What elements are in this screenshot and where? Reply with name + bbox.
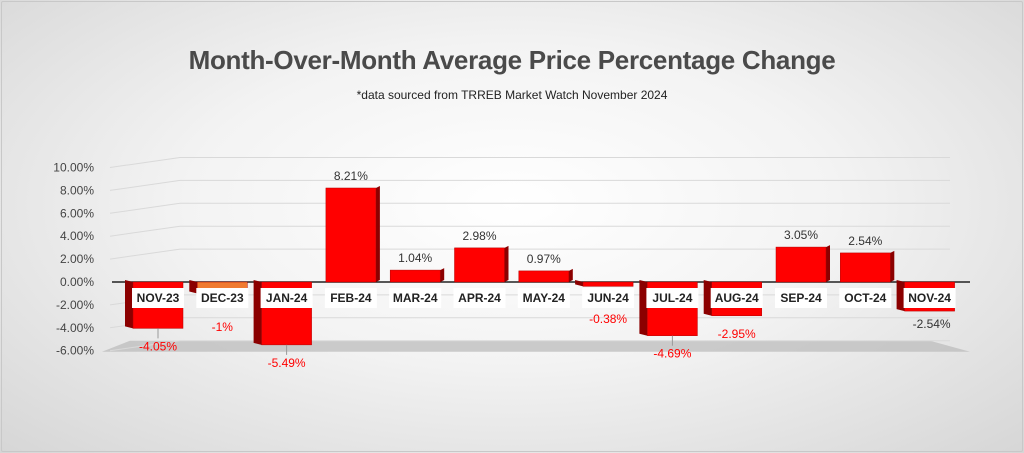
y-tick-label: 8.00% xyxy=(60,183,94,197)
y-tick-label: 4.00% xyxy=(60,229,94,243)
bar-side xyxy=(504,245,509,282)
data-label: 8.21% xyxy=(334,169,368,183)
bar-side xyxy=(253,280,262,345)
bar-side xyxy=(703,280,712,316)
category-label: AUG-24 xyxy=(715,291,759,305)
gridline xyxy=(109,248,950,260)
chart-title: Month-Over-Month Average Price Percentag… xyxy=(188,45,836,75)
data-label: 1.04% xyxy=(398,251,432,265)
category-label: SEP-24 xyxy=(780,291,822,305)
category-label: MAR-24 xyxy=(393,291,438,305)
category-label-box xyxy=(324,288,377,308)
category-label-box xyxy=(132,288,184,308)
category-label-box xyxy=(260,288,313,308)
data-label: -2.54% xyxy=(913,317,951,331)
category-label-box xyxy=(196,288,249,308)
y-tick-label: -4.00% xyxy=(56,321,94,335)
category-label-box xyxy=(710,288,763,308)
y-tick-label: 10.00% xyxy=(53,161,94,175)
category-label: JAN-24 xyxy=(266,291,308,305)
data-label: -1% xyxy=(212,320,234,334)
gridline xyxy=(109,202,950,214)
data-label: -0.38% xyxy=(589,312,627,326)
bar-side xyxy=(575,280,584,287)
chart-floor xyxy=(102,340,970,352)
bar-side xyxy=(896,280,905,312)
data-label: 2.54% xyxy=(848,234,882,248)
category-label-box xyxy=(389,288,442,308)
category-label-box xyxy=(517,288,570,308)
bar-side xyxy=(890,250,895,282)
bar-mar-24 xyxy=(389,269,441,283)
category-label-box xyxy=(453,288,506,308)
gridline xyxy=(109,340,950,352)
y-tick-label: -6.00% xyxy=(56,344,94,358)
category-label-box xyxy=(839,288,892,308)
category-label: MAY-24 xyxy=(523,291,566,305)
bar-side xyxy=(125,280,133,329)
bar-oct-24 xyxy=(840,252,891,283)
category-label: NOV-23 xyxy=(137,291,180,305)
bar-side xyxy=(189,280,198,294)
category-label: APR-24 xyxy=(458,291,501,305)
data-label: 0.97% xyxy=(527,252,561,266)
y-tick-label: 0.00% xyxy=(60,275,94,289)
data-label: -2.95% xyxy=(718,327,756,341)
category-label-box xyxy=(646,288,699,308)
category-label: JUL-24 xyxy=(652,291,692,305)
data-label: 3.05% xyxy=(784,228,818,242)
category-label: OCT-24 xyxy=(844,291,886,305)
bar-sep-24 xyxy=(775,246,827,283)
chart-subtitle: *data sourced from TRREB Market Watch No… xyxy=(356,88,668,102)
gridline xyxy=(109,157,950,168)
y-tick-label: 2.00% xyxy=(60,252,94,266)
category-label: FEB-24 xyxy=(330,291,372,305)
bar-jun-24 xyxy=(582,281,634,287)
data-label: -4.69% xyxy=(653,347,691,361)
gridline xyxy=(109,317,950,329)
bar-side xyxy=(826,245,830,282)
category-label: DEC-23 xyxy=(201,291,244,305)
gridline xyxy=(109,225,950,237)
bar-feb-24 xyxy=(325,187,377,283)
category-label-box xyxy=(903,288,956,308)
data-label: -4.05% xyxy=(139,339,177,353)
bar-may-24 xyxy=(518,270,570,283)
category-label-box xyxy=(775,288,827,308)
bar-side xyxy=(568,268,573,282)
bar-apr-24 xyxy=(454,247,505,283)
data-label: -5.49% xyxy=(268,356,306,370)
y-tick-label: -2.00% xyxy=(56,298,94,312)
data-label: 2.98% xyxy=(462,229,496,243)
category-label-box xyxy=(582,288,635,308)
gridline xyxy=(109,179,950,191)
category-label: JUN-24 xyxy=(587,291,629,305)
category-label: NOV-24 xyxy=(908,291,951,305)
bar-side xyxy=(375,185,380,282)
y-tick-label: 6.00% xyxy=(60,206,94,220)
bar-side xyxy=(639,280,648,336)
bar-side xyxy=(440,268,445,282)
